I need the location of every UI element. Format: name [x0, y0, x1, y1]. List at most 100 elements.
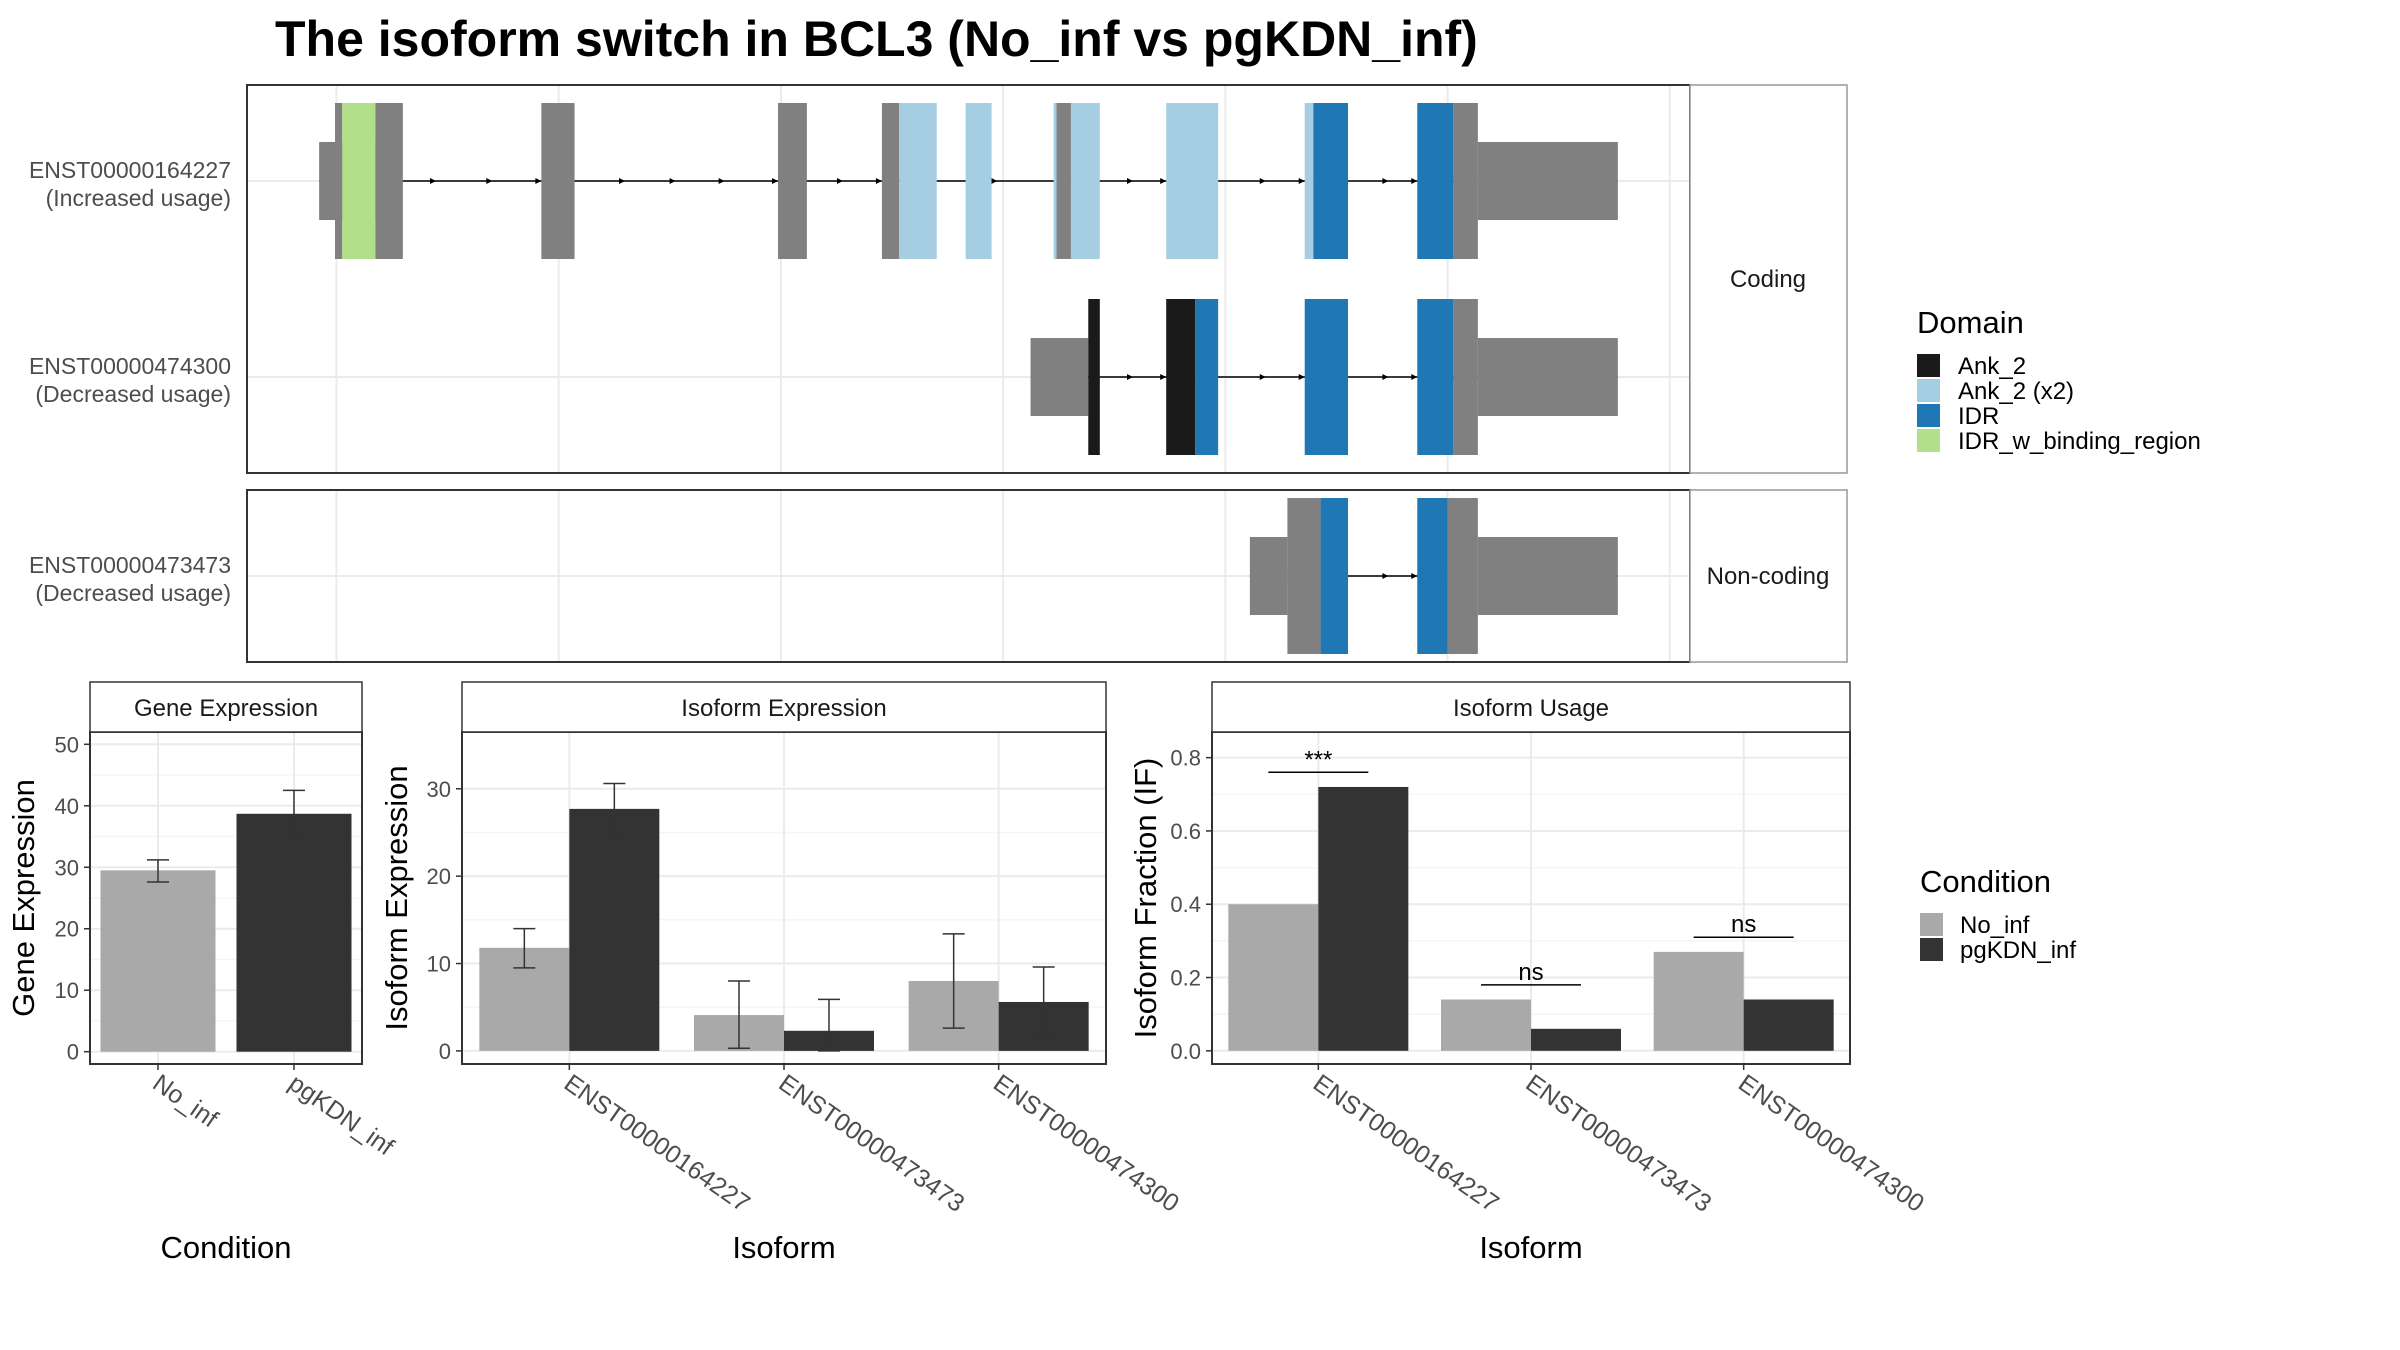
domain-legend-title: Domain: [1917, 305, 2024, 340]
chart-title: Isoform Expression: [681, 695, 886, 722]
direction-arrow: [1127, 374, 1134, 380]
utr-exon: [1477, 338, 1618, 416]
condition-legend-item: No_inf: [1920, 912, 2030, 939]
direction-arrow: [619, 178, 626, 184]
y-tick-label: 40: [55, 794, 79, 819]
y-tick-label: 0.2: [1170, 966, 1201, 991]
legend-swatch: [1920, 938, 1943, 961]
direction-arrow: [1382, 573, 1389, 579]
chart-title: Gene Expression: [134, 695, 318, 722]
coding-exon-segment: [541, 103, 575, 259]
coding-exon-segment: [1056, 103, 1071, 259]
y-tick-label: 0: [67, 1040, 79, 1065]
transcript-track: ENST00000473473(Decreased usage): [29, 498, 1618, 654]
direction-arrow: [1298, 374, 1305, 380]
legend-label: IDR: [1958, 403, 1999, 430]
coding-exon-segment: [1417, 498, 1448, 654]
direction-arrow: [1382, 374, 1389, 380]
legend-label: IDR_w_binding_region: [1958, 428, 2201, 455]
transcript-id-label: ENST00000164227: [29, 157, 231, 183]
legend-label: Ank_2: [1958, 353, 2026, 380]
legend-swatch: [1917, 404, 1940, 427]
facet-strip-label: Coding: [1730, 266, 1806, 293]
coding-exon-segment: [1088, 299, 1100, 455]
coding-exon-segment: [778, 103, 807, 259]
coding-exon-segment: [1313, 103, 1349, 259]
coding-exon-segment: [1417, 103, 1454, 259]
direction-arrow: [1259, 178, 1266, 184]
data-bar: [1318, 786, 1409, 1051]
y-axis-title: Isoform Fraction (IF): [1128, 758, 1163, 1039]
y-tick-label: 0.8: [1170, 746, 1201, 771]
direction-arrow: [1382, 178, 1389, 184]
data-bar: [569, 808, 660, 1051]
y-axis-title: Gene Expression: [6, 779, 41, 1017]
direction-arrow: [1411, 374, 1418, 380]
legend-label: pgKDN_inf: [1960, 937, 2076, 964]
y-tick-label: 0.0: [1170, 1039, 1201, 1064]
coding-exon-segment: [1453, 299, 1478, 455]
direction-arrow: [836, 178, 843, 184]
data-bar: [1653, 951, 1744, 1051]
condition-legend-item: pgKDN_inf: [1920, 937, 2076, 964]
chart-2: 0.0 0.2 0.4 0.6 0.8 *** ns ns Isoform Usage ENST0…: [1128, 681, 1929, 1265]
chart-0: 0 10 20 30 40 50 Gene Expression No_inf pgKDN_in…: [6, 681, 399, 1265]
direction-arrow: [875, 178, 882, 184]
chart-1: 0 10 20 30 Isoform Expression ENST00000164227…: [379, 681, 1184, 1265]
utr-exon: [1477, 142, 1618, 220]
transcript-panel-1: ENST00000473473(Decreased usage) Non-codi…: [29, 489, 1848, 663]
transcript-usage-label: (Decreased usage): [35, 381, 231, 407]
y-tick-label: 20: [55, 917, 79, 942]
facet-strip: [1689, 489, 1848, 663]
x-axis-title: Isoform: [1479, 1230, 1582, 1265]
x-axis-title: Condition: [161, 1230, 292, 1265]
x-tick-label: ENST00000473473: [1521, 1069, 1717, 1218]
coding-exon-segment: [1166, 103, 1219, 259]
coding-exon-segment: [1287, 498, 1321, 654]
data-bar: [1228, 904, 1319, 1051]
y-tick-label: 0.6: [1170, 819, 1201, 844]
coding-exon-segment: [1453, 103, 1478, 259]
transcript-usage-label: (Increased usage): [46, 185, 231, 211]
chart-title-strip: [89, 681, 363, 733]
transcript-id-label: ENST00000474300: [29, 353, 231, 379]
direction-arrow: [1160, 374, 1167, 380]
coding-exon-segment: [899, 103, 937, 259]
chart-title-strip: [461, 681, 1107, 733]
bar-charts: 0 10 20 30 40 50 Gene Expression No_inf pgKDN_in…: [6, 681, 1929, 1265]
data-bar: [100, 870, 216, 1052]
transcript-panel-0: ENST00000164227(Increased usage) ENST0000…: [29, 84, 1848, 474]
direction-arrow: [1160, 178, 1167, 184]
y-tick-label: 0: [439, 1039, 451, 1064]
coding-exon-segment: [881, 103, 900, 259]
significance-label: ns: [1731, 911, 1756, 938]
direction-arrow: [669, 178, 676, 184]
chart-title-strip: [1211, 681, 1851, 733]
coding-exon-segment: [335, 103, 343, 259]
legend-label: Ank_2 (x2): [1958, 378, 2074, 405]
coding-exon-segment: [1166, 299, 1196, 455]
facet-strip: [1689, 84, 1848, 474]
x-tick-label: ENST00000164227: [559, 1069, 755, 1218]
direction-arrow: [1411, 178, 1418, 184]
domain-legend-item: Ank_2 (x2): [1917, 378, 2074, 405]
domain-legend-item: Ank_2: [1917, 353, 2026, 380]
y-tick-label: 50: [55, 732, 79, 757]
transcript-usage-label: (Decreased usage): [35, 580, 231, 606]
legend-label: No_inf: [1960, 912, 2030, 939]
direction-arrow: [486, 178, 493, 184]
legend-swatch: [1920, 913, 1943, 936]
direction-arrow: [1259, 374, 1266, 380]
domain-legend-item: IDR: [1917, 403, 1999, 430]
x-tick-label: ENST00000473473: [774, 1069, 970, 1218]
direction-arrow: [1127, 178, 1134, 184]
x-axis-title: Isoform: [732, 1230, 835, 1265]
condition-legend-title: Condition: [1920, 864, 2051, 899]
coding-exon-segment: [1320, 498, 1349, 654]
coding-exon-segment: [375, 103, 403, 259]
y-tick-label: 30: [427, 777, 451, 802]
coding-exon-segment: [1195, 299, 1219, 455]
data-bar: [1743, 999, 1834, 1051]
y-tick-label: 10: [55, 978, 79, 1003]
